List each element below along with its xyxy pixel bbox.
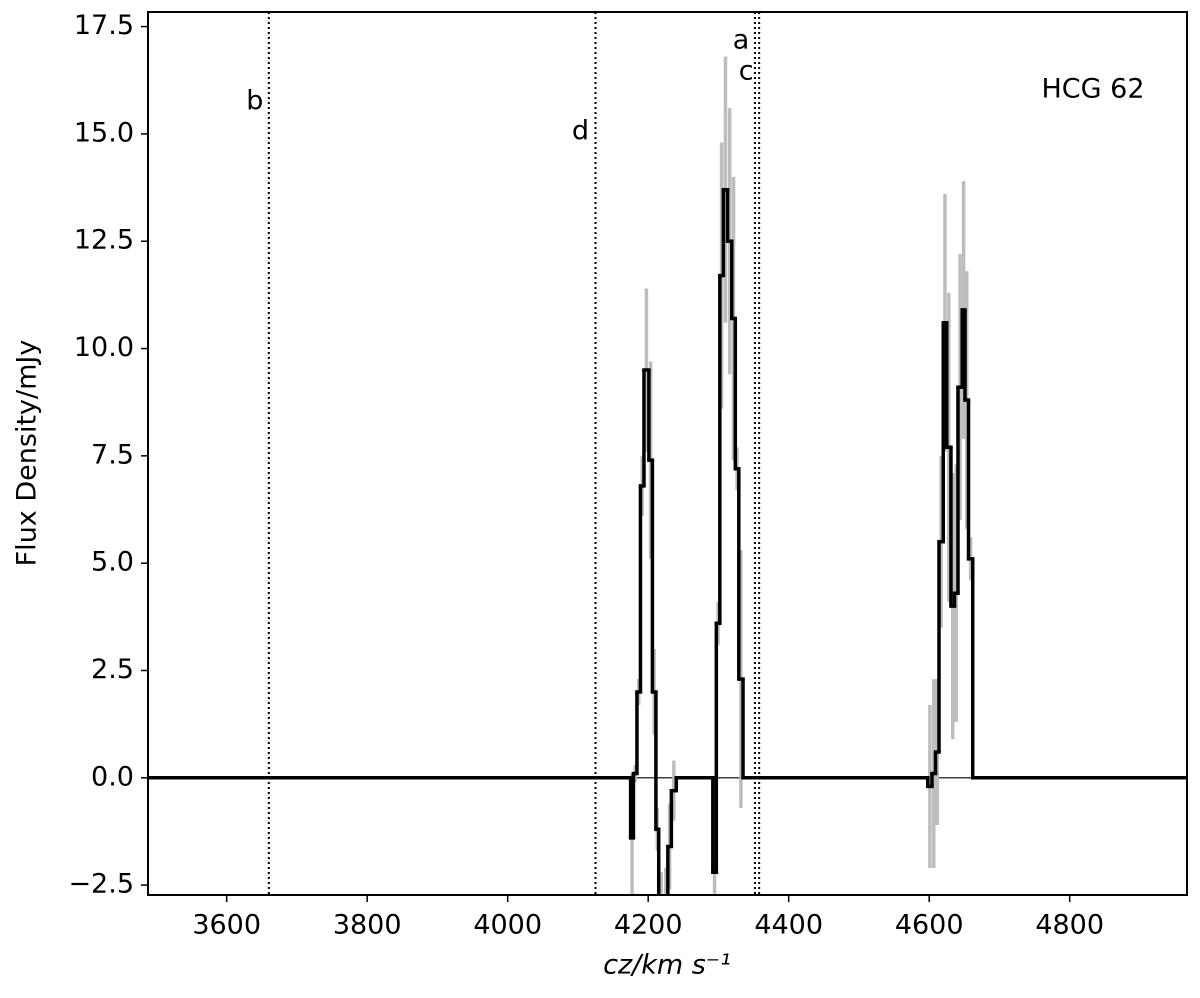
y-axis-label: Flux Density/mJy: [12, 340, 43, 567]
x-tick-label: 4400: [754, 910, 823, 941]
x-tick-label: 4600: [895, 910, 964, 941]
y-tick-label: 12.5: [74, 225, 134, 256]
x-axis-label: cz/km s⁻¹: [603, 950, 731, 981]
plot-area: [148, 12, 1187, 895]
x-tick-label: 3600: [192, 910, 261, 941]
y-tick-label: 10.0: [74, 332, 134, 363]
x-tick-label: 3800: [333, 910, 402, 941]
y-tick-label: 7.5: [91, 439, 134, 470]
x-tick-label: 4200: [614, 910, 683, 941]
marker-label: d: [572, 116, 589, 147]
y-tick-label: 17.5: [74, 10, 134, 41]
axes-frame: [147, 11, 1188, 896]
marker-label: c: [739, 56, 754, 87]
y-tick-label: −2.5: [68, 869, 134, 900]
x-tick-label: 4800: [1035, 910, 1104, 941]
x-tick-label: 4000: [473, 910, 542, 941]
y-tick-label: 2.5: [91, 654, 134, 685]
marker-label: a: [733, 25, 750, 56]
y-tick-label: 0.0: [91, 761, 134, 792]
y-tick-label: 15.0: [74, 117, 134, 148]
marker-label: b: [246, 86, 263, 117]
y-tick-label: 5.0: [91, 547, 134, 578]
annotation: HCG 62: [1041, 74, 1144, 105]
